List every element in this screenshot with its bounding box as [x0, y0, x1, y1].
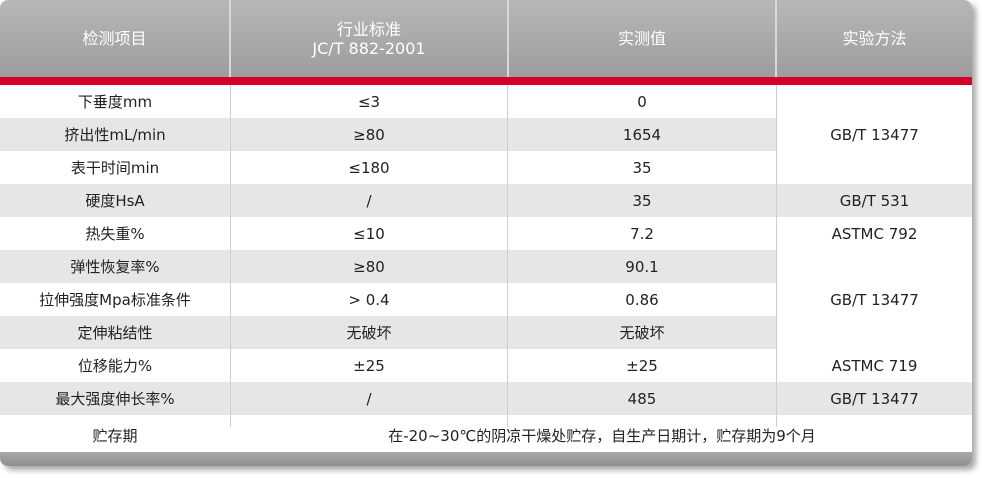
- method-text: GB/T 531: [839, 191, 910, 210]
- measured-cell: 485: [508, 382, 776, 415]
- standard-cell: ≤10: [353, 224, 385, 243]
- header-divider: [507, 0, 509, 77]
- standard-cell: ≤180: [348, 158, 390, 177]
- test-item-cell: 定伸粘结性: [0, 316, 230, 349]
- column-divider: [230, 85, 231, 427]
- header-test-item: 检测项目: [0, 0, 229, 77]
- method-text: GB/T 13477: [830, 389, 919, 408]
- method-text: GB/T 13477: [830, 125, 919, 144]
- method-cell: GB/T 13477: [777, 85, 972, 184]
- measured-cell: 35: [508, 184, 776, 217]
- test-item-cell: 表干时间min: [70, 159, 160, 177]
- table-row: 下垂度mm ≤3 0: [0, 85, 972, 118]
- header-test-method-label: 实验方法: [842, 29, 907, 48]
- measured-cell: 35: [632, 158, 652, 177]
- header-standard-code: JC/T 882-2001: [312, 38, 426, 58]
- standard-cell: 无破坏: [231, 316, 507, 349]
- test-item-cell: 热失重%: [85, 225, 145, 243]
- table-row: 热失重% ≤10 7.2: [0, 217, 972, 250]
- standard-cell: ≥80: [231, 118, 507, 151]
- standard-cell: ±25: [353, 356, 385, 375]
- table-row: 最大强度伸长率% / 485: [0, 382, 972, 415]
- method-cell: GB/T 13477: [777, 382, 972, 415]
- header-divider: [229, 0, 231, 77]
- column-divider: [776, 85, 777, 427]
- measured-cell: 0.86: [625, 290, 659, 309]
- header-divider: [775, 0, 777, 77]
- standard-cell: ≤3: [357, 92, 381, 111]
- measured-cell: 无破坏: [508, 316, 776, 349]
- test-item-cell: 弹性恢复率%: [0, 250, 230, 283]
- header-measured-value-label: 实测值: [617, 29, 666, 48]
- storage-row: 贮存期 在-20~30℃的阴凉干燥处贮存，自生产日期计，贮存期为9个月: [0, 419, 972, 452]
- test-item-cell: 挤出性mL/min: [0, 118, 230, 151]
- standard-cell: > 0.4: [348, 290, 390, 309]
- measured-cell: ±25: [626, 356, 658, 375]
- standard-cell: ≥80: [231, 250, 507, 283]
- table-row: 表干时间min ≤180 35: [0, 151, 972, 184]
- measured-cell: 7.2: [630, 224, 654, 243]
- table-row: 位移能力% ±25 ±25: [0, 349, 972, 382]
- storage-label: 贮存期: [92, 427, 138, 445]
- table-row: 硬度HsA / 35: [0, 184, 972, 217]
- header-industry-standard: 行业标准 JC/T 882-2001: [231, 0, 507, 77]
- header-measured-value: 实测值: [509, 0, 775, 77]
- method-text: ASTMC 792: [831, 224, 918, 243]
- method-cell: GB/T 13477: [777, 250, 972, 349]
- table-row: 弹性恢复率% ≥80 90.1: [0, 250, 972, 283]
- method-cell: ASTMC 792: [777, 217, 972, 250]
- measured-cell: 1654: [508, 118, 776, 151]
- table-row: 定伸粘结性 无破坏 无破坏: [0, 316, 972, 349]
- table-row: 拉伸强度Mpa标准条件 > 0.4 0.86: [0, 283, 972, 316]
- standard-cell: /: [231, 382, 507, 415]
- table-header: 检测项目 行业标准 JC/T 882-2001 实测值 实验方法: [0, 0, 972, 77]
- test-item-cell: 硬度HsA: [0, 184, 230, 217]
- test-item-cell: 下垂度mm: [77, 93, 153, 111]
- header-test-item-label: 检测项目: [82, 29, 147, 48]
- test-item-cell: 最大强度伸长率%: [0, 382, 230, 415]
- column-divider: [507, 85, 508, 427]
- header-industry-standard-label: 行业标准: [336, 19, 401, 39]
- test-item-cell: 位移能力%: [77, 357, 153, 375]
- method-cell: GB/T 531: [777, 184, 972, 217]
- standard-cell: /: [231, 184, 507, 217]
- storage-note: 在-20~30℃的阴凉干燥处贮存，自生产日期计，贮存期为9个月: [388, 427, 816, 445]
- measured-cell: 90.1: [508, 250, 776, 283]
- table-footer-bar: [0, 452, 972, 466]
- method-cell: ASTMC 719: [777, 349, 972, 382]
- header-test-method: 实验方法: [777, 0, 972, 77]
- measured-cell: 0: [637, 92, 647, 111]
- table-row: 挤出性mL/min ≥80 1654: [0, 118, 972, 151]
- test-item-cell: 拉伸强度Mpa标准条件: [39, 291, 191, 309]
- header-accent-bar: [0, 77, 972, 85]
- method-text: GB/T 13477: [830, 290, 919, 309]
- spec-table: 检测项目 行业标准 JC/T 882-2001 实测值 实验方法 GB/T 13…: [0, 0, 972, 466]
- method-text: ASTMC 719: [831, 356, 918, 375]
